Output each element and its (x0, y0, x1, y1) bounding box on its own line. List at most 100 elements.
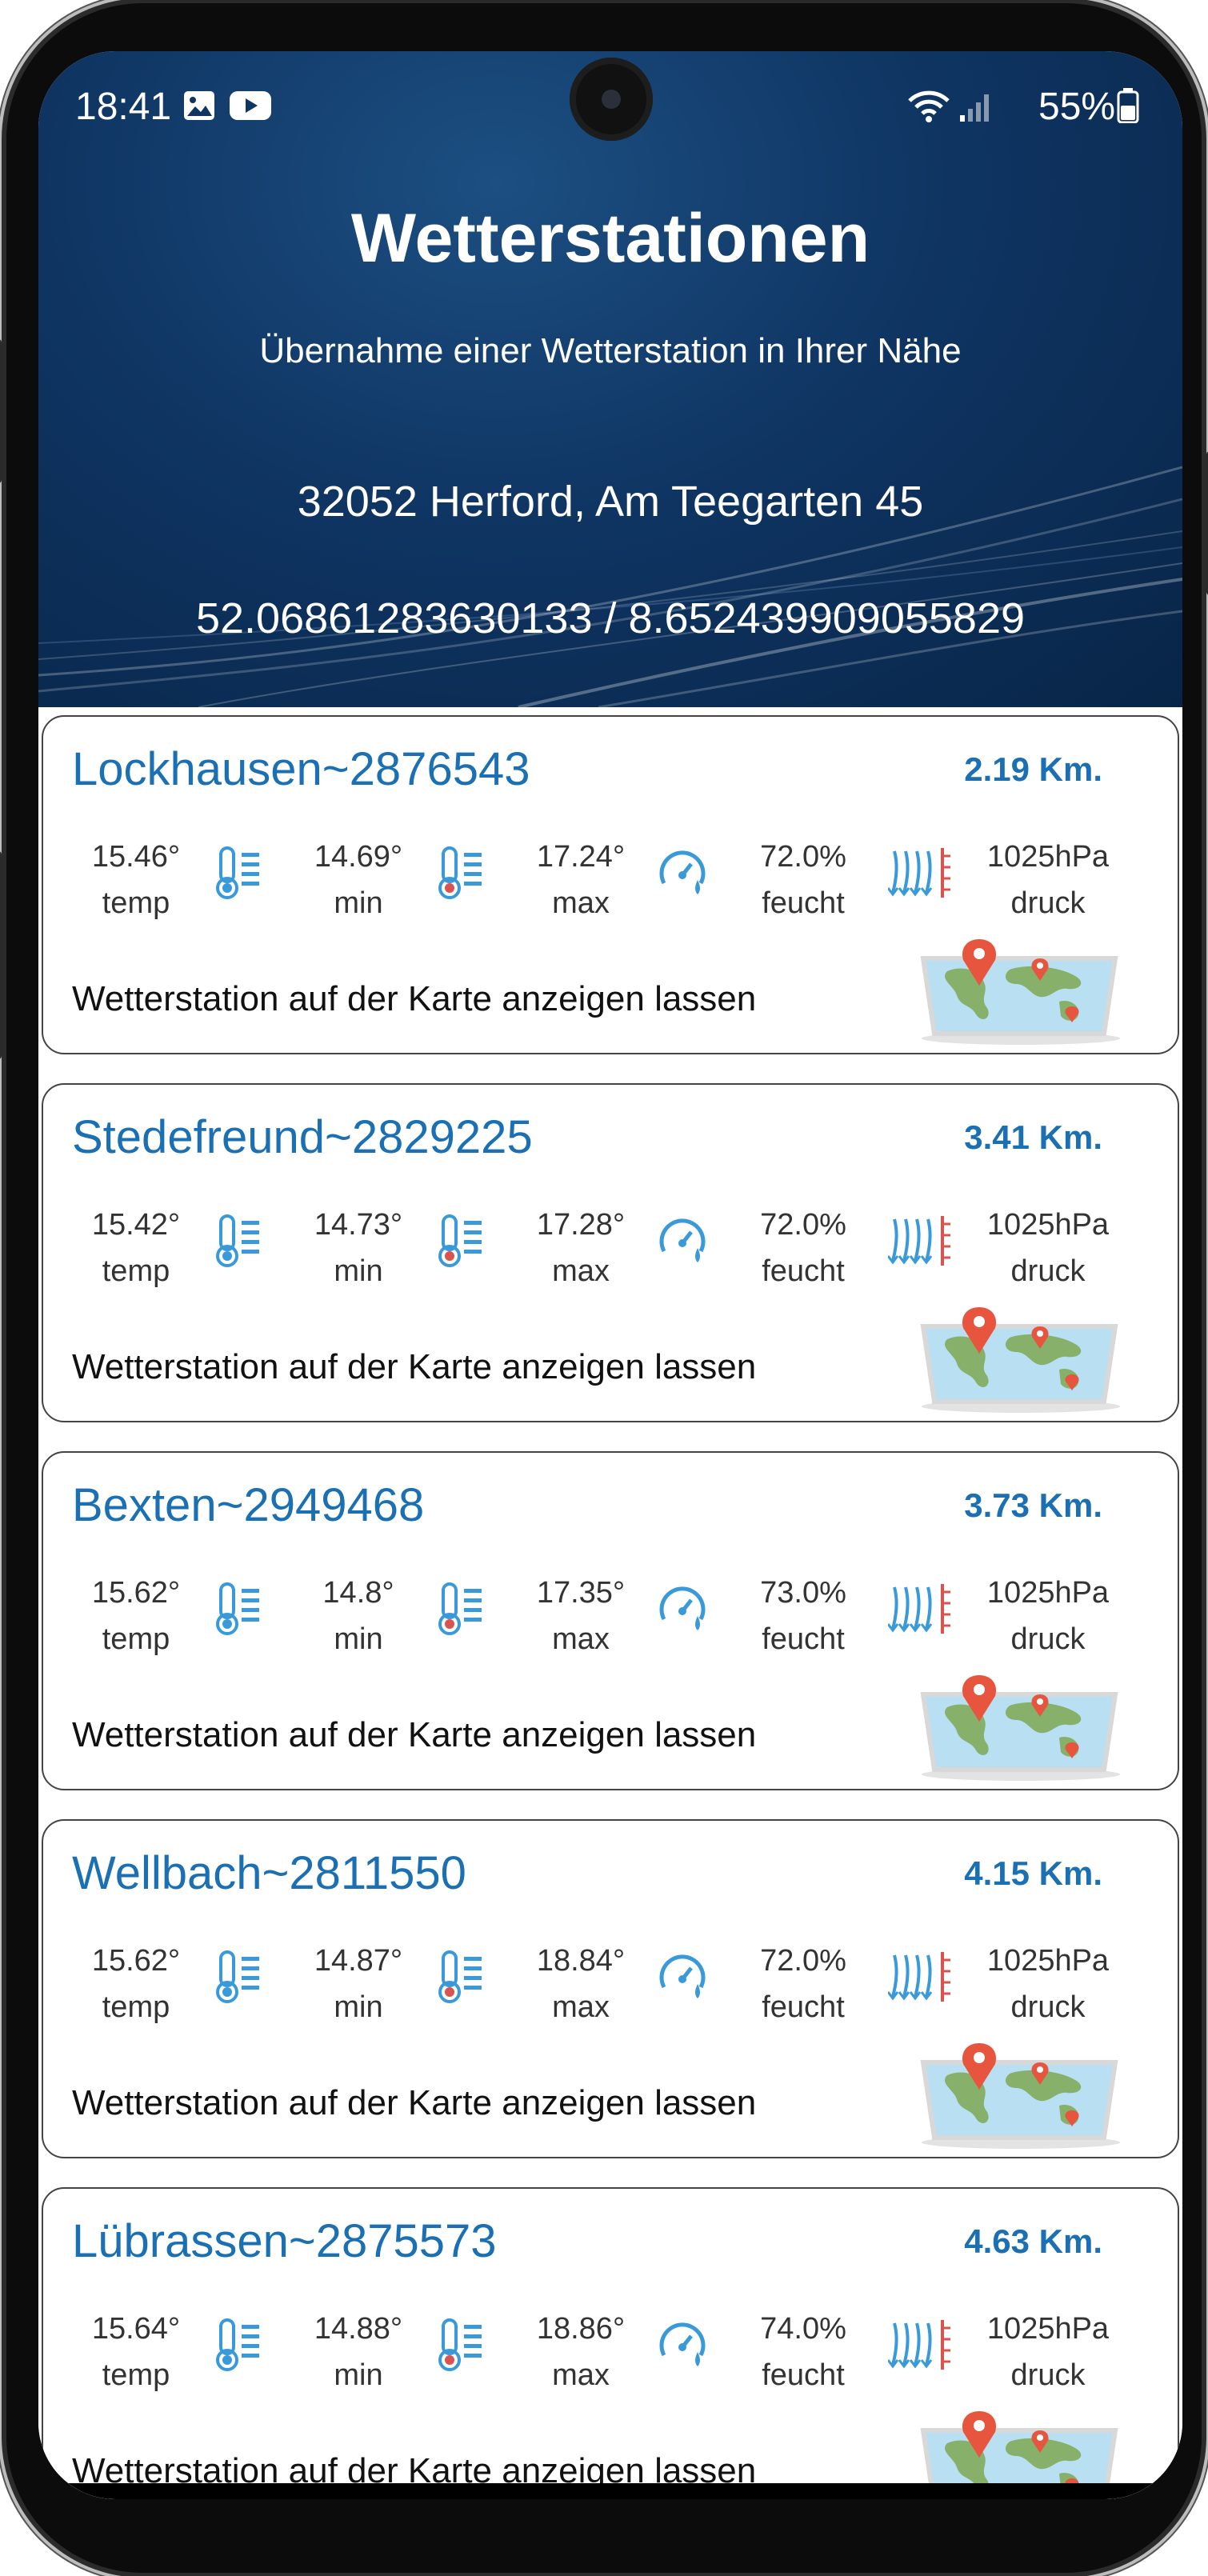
station-name[interactable]: Wellbach~2811550 (72, 1847, 466, 1899)
station-distance: 4.15 Km. (964, 1854, 1102, 1892)
metric-min: 14.73° min (294, 1202, 422, 1294)
metric-value: 1025hPa (986, 1576, 1110, 1610)
metric-label: feucht (762, 1622, 845, 1656)
metric-humidity: 72.0% feucht (739, 1938, 867, 2030)
metric-humidity: 72.0% feucht (739, 1202, 867, 1294)
metric-max: 18.84° max (517, 1938, 645, 2030)
metric-value: 1025hPa (986, 1944, 1110, 1978)
thermometer-min-icon (434, 2317, 493, 2377)
humidity-gauge-icon (656, 1949, 715, 2009)
power-button (0, 851, 2, 1059)
metric-pressure: 1025hPa druck (984, 834, 1112, 926)
show-on-map-link[interactable]: Wetterstation auf der Karte anzeigen las… (72, 1347, 757, 1386)
metric-pressure: 1025hPa druck (984, 1202, 1112, 1294)
volume-button (0, 339, 2, 483)
screen: 18:41 (38, 51, 1182, 2499)
metric-value: 18.86° (536, 2312, 626, 2346)
wind-pressure-icon (886, 1949, 960, 2012)
thermometer-icon (211, 845, 270, 905)
metric-label: min (334, 1254, 383, 1288)
metric-label: temp (102, 1254, 170, 1288)
station-card[interactable]: Bexten~2949468 3.73 Km. 15.62° temp 14.8° min… (42, 1451, 1179, 1790)
metric-value: 17.28° (536, 1208, 626, 1242)
status-bar: 18:41 (38, 51, 1182, 155)
metric-temp: 15.46° temp (72, 834, 200, 926)
metric-temp: 15.62° temp (72, 1570, 200, 1662)
thermometer-icon (211, 1213, 270, 1273)
metric-max: 18.86° max (517, 2306, 645, 2398)
metric-label: feucht (762, 2358, 845, 2392)
station-name[interactable]: Lockhausen~2876543 (72, 743, 530, 795)
metric-temp: 15.42° temp (72, 1202, 200, 1294)
metric-temp: 15.64° temp (72, 2306, 200, 2398)
metric-label: max (552, 1622, 610, 1656)
show-on-map-link[interactable]: Wetterstation auf der Karte anzeigen las… (72, 1715, 757, 1754)
station-card[interactable]: Wellbach~2811550 4.15 Km. 15.62° temp 14.87°… (42, 1819, 1179, 2158)
station-name[interactable]: Bexten~2949468 (72, 1479, 425, 1531)
metric-value: 72.0% (760, 840, 846, 874)
battery-icon (1117, 88, 1139, 127)
page-title: Wetterstationen (350, 200, 870, 277)
station-distance: 4.63 Km. (964, 2222, 1102, 2260)
metric-value: 74.0% (760, 2312, 846, 2346)
metric-value: 15.62° (91, 1944, 181, 1978)
station-distance: 3.73 Km. (964, 1486, 1102, 1524)
humidity-gauge-icon (656, 845, 715, 905)
metric-humidity: 72.0% feucht (739, 834, 867, 926)
metric-humidity: 73.0% feucht (739, 1570, 867, 1662)
front-camera (570, 58, 653, 141)
map-icon[interactable] (915, 2406, 1123, 2499)
map-icon[interactable] (915, 934, 1123, 1050)
metric-label: min (334, 2358, 383, 2392)
metric-value: 14.8° (322, 1576, 394, 1610)
station-name[interactable]: Stedefreund~2829225 (72, 1111, 533, 1163)
metric-value: 14.87° (314, 1944, 403, 1978)
thermometer-min-icon (434, 1213, 493, 1273)
metric-max: 17.24° max (517, 834, 645, 926)
humidity-gauge-icon (656, 2317, 715, 2377)
wind-pressure-icon (886, 845, 960, 908)
thermometer-icon (211, 1581, 270, 1641)
wifi-icon (906, 88, 951, 127)
station-card[interactable]: Lübrassen~2875573 4.63 Km. 15.64° temp 14.88… (42, 2187, 1179, 2499)
metric-pressure: 1025hPa druck (984, 1570, 1112, 1662)
map-icon[interactable] (915, 1670, 1123, 1786)
metric-min: 14.8° min (294, 1570, 422, 1662)
map-icon[interactable] (915, 2038, 1123, 2154)
metric-value: 14.73° (314, 1208, 403, 1242)
side-button (1206, 451, 1208, 595)
humidity-gauge-icon (656, 1213, 715, 1273)
metric-label: feucht (762, 886, 845, 920)
youtube-notification-icon (229, 90, 272, 126)
metric-label: druck (1010, 1622, 1086, 1656)
thermometer-min-icon (434, 1581, 493, 1641)
header-banner: 18:41 (38, 51, 1182, 707)
humidity-gauge-icon (656, 1581, 715, 1641)
metric-value: 15.62° (91, 1576, 181, 1610)
metric-value: 15.64° (91, 2312, 181, 2346)
thermometer-min-icon (434, 845, 493, 905)
station-card[interactable]: Stedefreund~2829225 3.41 Km. 15.42° temp 14.… (42, 1083, 1179, 1422)
metric-max: 17.35° max (517, 1570, 645, 1662)
map-icon[interactable] (915, 1302, 1123, 1418)
metric-value: 17.35° (536, 1576, 626, 1610)
metric-value: 72.0% (760, 1208, 846, 1242)
thermometer-icon (211, 1949, 270, 2009)
metric-label: min (334, 886, 383, 920)
metric-value: 14.88° (314, 2312, 403, 2346)
metric-temp: 15.62° temp (72, 1938, 200, 2030)
station-list[interactable]: Lockhausen~2876543 2.19 Km. 15.46° temp 14.6… (38, 707, 1182, 2499)
show-on-map-link[interactable]: Wetterstation auf der Karte anzeigen las… (72, 2083, 757, 2122)
metric-label: min (334, 1990, 383, 2024)
wind-pressure-icon (886, 1213, 960, 1276)
show-on-map-link[interactable]: Wetterstation auf der Karte anzeigen las… (72, 979, 757, 1018)
screen-bottom-edge (38, 2483, 1182, 2499)
wind-pressure-icon (886, 1581, 960, 1644)
metric-pressure: 1025hPa druck (984, 1938, 1112, 2030)
station-name[interactable]: Lübrassen~2875573 (72, 2215, 497, 2267)
metric-label: temp (102, 2358, 170, 2392)
metric-label: max (552, 2358, 610, 2392)
metric-min: 14.88° min (294, 2306, 422, 2398)
station-card[interactable]: Lockhausen~2876543 2.19 Km. 15.46° temp 14.6… (42, 715, 1179, 1054)
metric-label: feucht (762, 1990, 845, 2024)
